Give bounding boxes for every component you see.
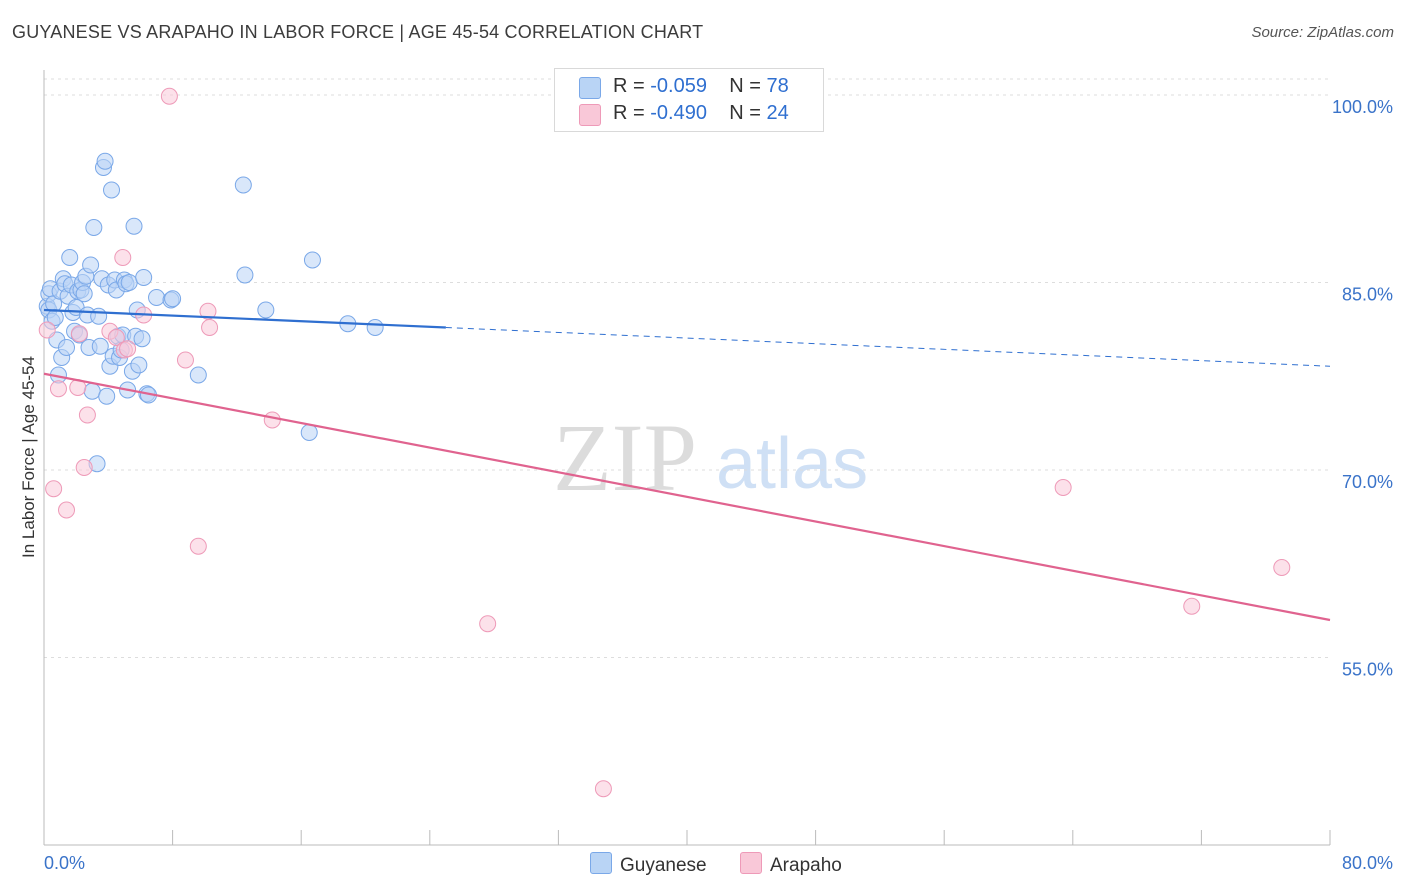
arapaho-r-value: -0.490 bbox=[650, 102, 707, 124]
guyanese-point bbox=[125, 217, 143, 235]
guyanese-point bbox=[120, 274, 138, 291]
bottom-guyanese-label: Guyanese bbox=[620, 855, 707, 876]
guyanese-point bbox=[58, 339, 76, 356]
chart-title: GUYANESE VS ARAPAHO IN LABOR FORCE | AGE… bbox=[12, 22, 704, 42]
arapaho-point bbox=[594, 780, 612, 798]
guyanese-point bbox=[234, 176, 252, 194]
y-tick-label: 100.0% bbox=[1332, 97, 1393, 117]
arapaho-point bbox=[479, 615, 497, 633]
arapaho-point bbox=[1183, 597, 1201, 615]
arapaho-point bbox=[1054, 479, 1072, 496]
grid-lines bbox=[44, 78, 1330, 658]
arapaho-point bbox=[70, 325, 88, 343]
arapaho-point bbox=[45, 480, 63, 498]
guyanese-point bbox=[236, 266, 254, 284]
arapaho-n-value: 24 bbox=[766, 102, 789, 124]
guyanese-point bbox=[257, 301, 275, 319]
arapaho-point bbox=[263, 411, 281, 429]
guyanese-point bbox=[75, 285, 93, 303]
x-tick-label-min: 0.0% bbox=[44, 853, 85, 873]
y-tick-label: 70.0% bbox=[1342, 472, 1393, 492]
arapaho-point bbox=[119, 340, 137, 358]
source-label: Source: ZipAtlas.com bbox=[1251, 24, 1394, 41]
data-points bbox=[38, 87, 1291, 798]
arapaho-point bbox=[49, 380, 67, 398]
guyanese-swatch bbox=[579, 77, 601, 99]
arapaho-point bbox=[176, 351, 194, 369]
arapaho-n-label: N = bbox=[729, 102, 767, 124]
guyanese-point bbox=[148, 289, 166, 306]
arapaho-point bbox=[75, 459, 93, 476]
watermark-atlas: atlas bbox=[716, 424, 868, 504]
guyanese-point bbox=[61, 249, 79, 266]
arapaho-trend-line bbox=[43, 372, 1331, 622]
guyanese-point bbox=[366, 319, 384, 336]
bottom-arapaho-swatch bbox=[740, 852, 762, 874]
bottom-legend-arapaho: Arapaho bbox=[740, 852, 842, 877]
guyanese-r-label: R = bbox=[613, 75, 651, 97]
y-tick-label: 85.0% bbox=[1342, 285, 1393, 305]
guyanese-point bbox=[103, 181, 121, 199]
guyanese-trend-extension bbox=[445, 327, 1331, 367]
bottom-legend-guyanese: Guyanese bbox=[590, 852, 707, 877]
arapaho-point bbox=[160, 87, 178, 105]
arapaho-swatch bbox=[579, 104, 601, 126]
y-tick-label: 55.0% bbox=[1342, 660, 1393, 680]
arapaho-point bbox=[114, 249, 132, 266]
guyanese-n-label: N = bbox=[729, 75, 767, 97]
bottom-guyanese-swatch bbox=[590, 852, 612, 874]
guyanese-point bbox=[83, 382, 101, 400]
arapaho-point bbox=[107, 329, 125, 346]
guyanese-point bbox=[189, 366, 207, 384]
watermark: ZIP atlas bbox=[553, 404, 868, 511]
arapaho-point bbox=[201, 319, 219, 336]
guyanese-point bbox=[91, 337, 109, 355]
stats-legend: R = -0.059 N = 78 R = -0.490 N = 24 bbox=[554, 68, 824, 132]
guyanese-point bbox=[90, 307, 108, 325]
guyanese-point bbox=[96, 152, 114, 170]
arapaho-point bbox=[78, 406, 96, 424]
guyanese-point bbox=[98, 387, 116, 405]
bottom-arapaho-label: Arapaho bbox=[770, 855, 842, 876]
guyanese-point bbox=[164, 290, 182, 308]
arapaho-point bbox=[189, 537, 207, 555]
guyanese-point bbox=[303, 251, 321, 269]
x-tick-label-max: 80.0% bbox=[1342, 853, 1393, 873]
arapaho-r-label: R = bbox=[613, 102, 651, 124]
guyanese-trend-line bbox=[43, 308, 446, 329]
axes bbox=[43, 70, 1331, 846]
trend-lines bbox=[43, 308, 1331, 622]
guyanese-r-value: -0.059 bbox=[650, 75, 707, 97]
guyanese-point bbox=[130, 356, 148, 374]
guyanese-point bbox=[85, 219, 103, 236]
y-axis-title: In Labor Force | Age 45-54 bbox=[19, 356, 38, 558]
guyanese-point bbox=[135, 269, 153, 286]
arapaho-point bbox=[38, 321, 56, 339]
guyanese-point bbox=[300, 424, 318, 441]
arapaho-point bbox=[58, 501, 76, 519]
guyanese-point bbox=[82, 256, 100, 274]
guyanese-point bbox=[133, 330, 151, 348]
arapaho-point bbox=[1273, 559, 1291, 576]
axis-labels: 55.0% 70.0% 85.0% 100.0% 0.0% 80.0% In Labor F… bbox=[19, 97, 1393, 873]
guyanese-n-value: 78 bbox=[766, 75, 789, 97]
